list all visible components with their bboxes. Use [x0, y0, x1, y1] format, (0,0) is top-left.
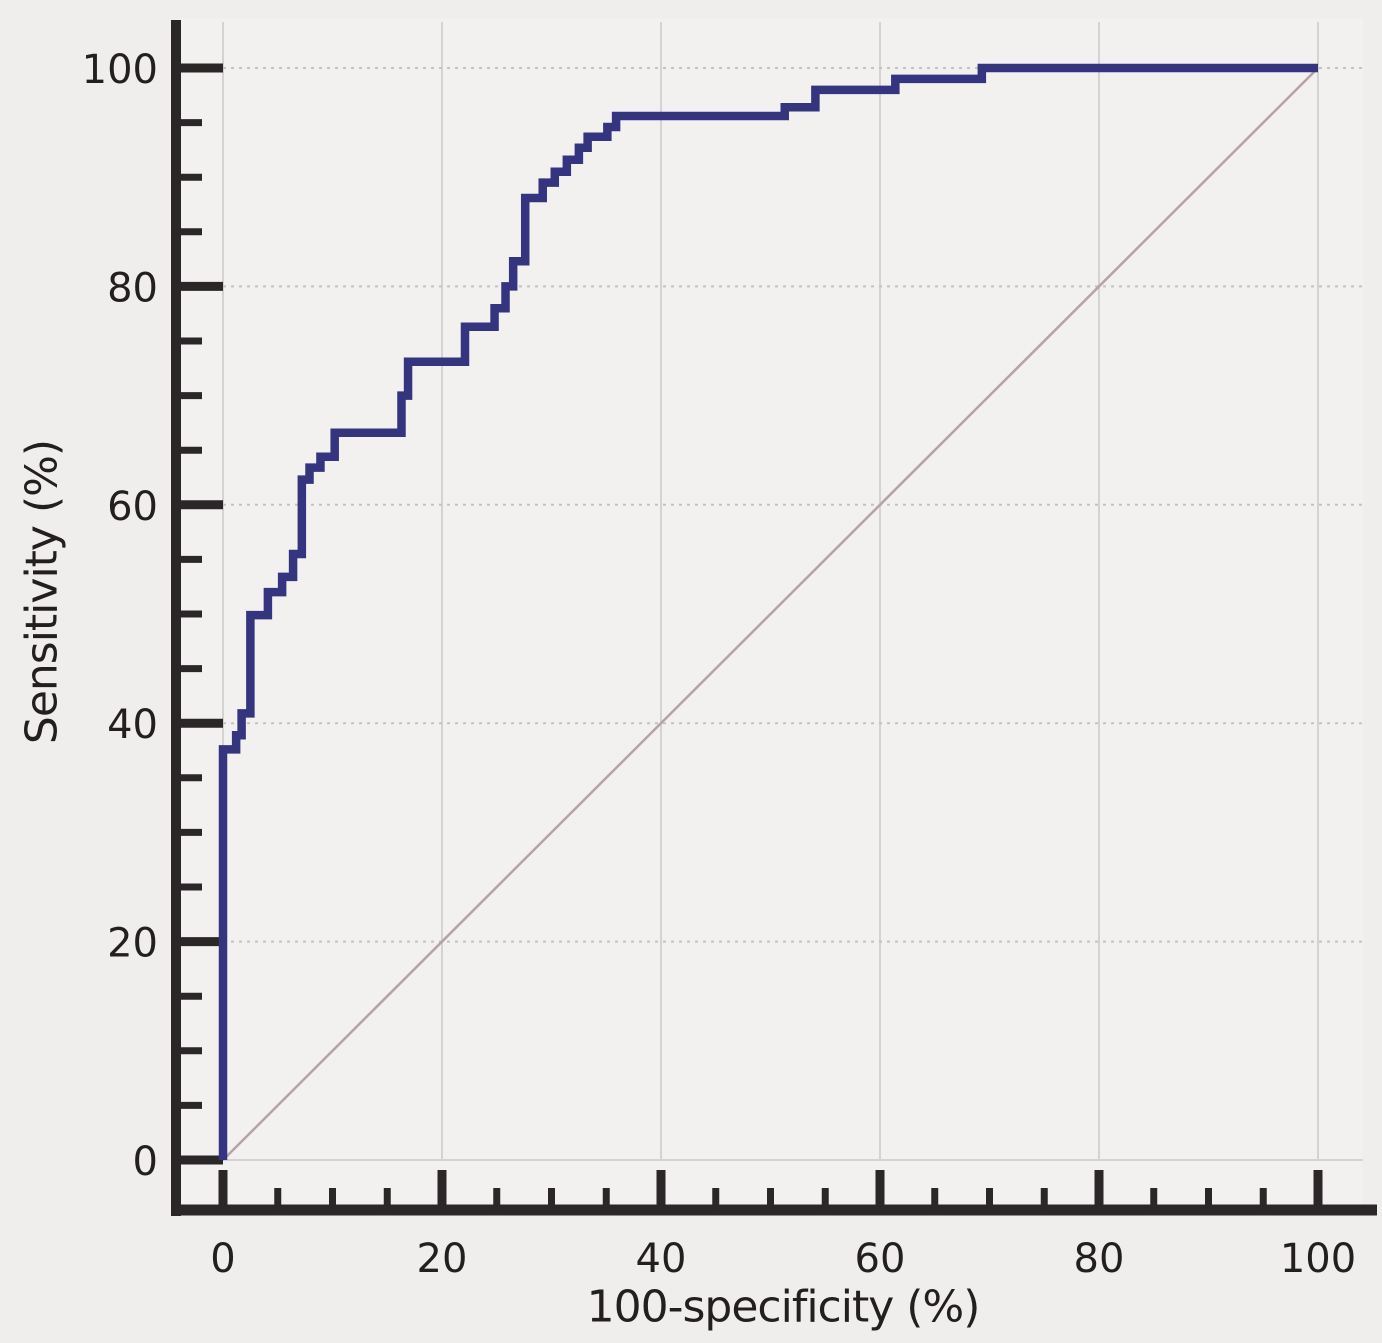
x-axis-title: 100-specificity (%): [586, 1281, 981, 1333]
x-tick-label: 60: [855, 1236, 906, 1282]
y-tick-label: 0: [133, 1139, 158, 1185]
x-tick-label: 100: [1280, 1236, 1356, 1282]
x-tick-label: 40: [636, 1236, 687, 1282]
y-tick-label: 40: [107, 702, 158, 748]
x-tick-label: 0: [210, 1236, 235, 1282]
y-tick-label: 20: [107, 921, 158, 967]
x-tick-label: 80: [1074, 1236, 1125, 1282]
y-tick-label: 100: [82, 47, 158, 93]
x-tick-label: 20: [417, 1236, 468, 1282]
y-axis-title: Sensitivity (%): [16, 439, 68, 745]
roc-curve-line: [218, 63, 1318, 1160]
y-tick-label: 60: [107, 484, 158, 530]
reference-diagonal-line: [222, 67, 1319, 1161]
y-tick-label: 80: [107, 265, 158, 311]
